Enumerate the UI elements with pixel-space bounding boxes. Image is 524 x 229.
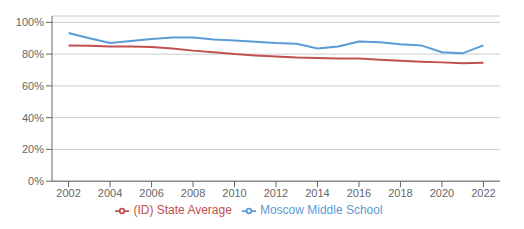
svg-text:2004: 2004 <box>98 187 122 199</box>
svg-text:2018: 2018 <box>388 187 412 199</box>
svg-text:2016: 2016 <box>347 187 371 199</box>
html-text:Moscow Middle School: Moscow Middle School <box>259 203 383 218</box>
svg-text:2008: 2008 <box>181 187 205 199</box>
svg-text:2020: 2020 <box>430 187 454 199</box>
svg-text:60%: 60% <box>22 80 44 92</box>
svg-text:20%: 20% <box>22 143 44 155</box>
svg-text:80%: 80% <box>22 48 44 60</box>
svg-text:0%: 0% <box>28 175 44 187</box>
svg-text:40%: 40% <box>22 112 44 124</box>
html-text:(ID) State Average: (ID) State Average <box>133 203 232 218</box>
svg-text:2002: 2002 <box>56 187 80 199</box>
svg-text:2022: 2022 <box>471 187 495 199</box>
svg-text:2014: 2014 <box>305 187 329 199</box>
svg-text:2006: 2006 <box>139 187 163 199</box>
svg-text:2010: 2010 <box>222 187 246 199</box>
svg-text:100%: 100% <box>16 16 44 28</box>
svg-text:2012: 2012 <box>264 187 288 199</box>
